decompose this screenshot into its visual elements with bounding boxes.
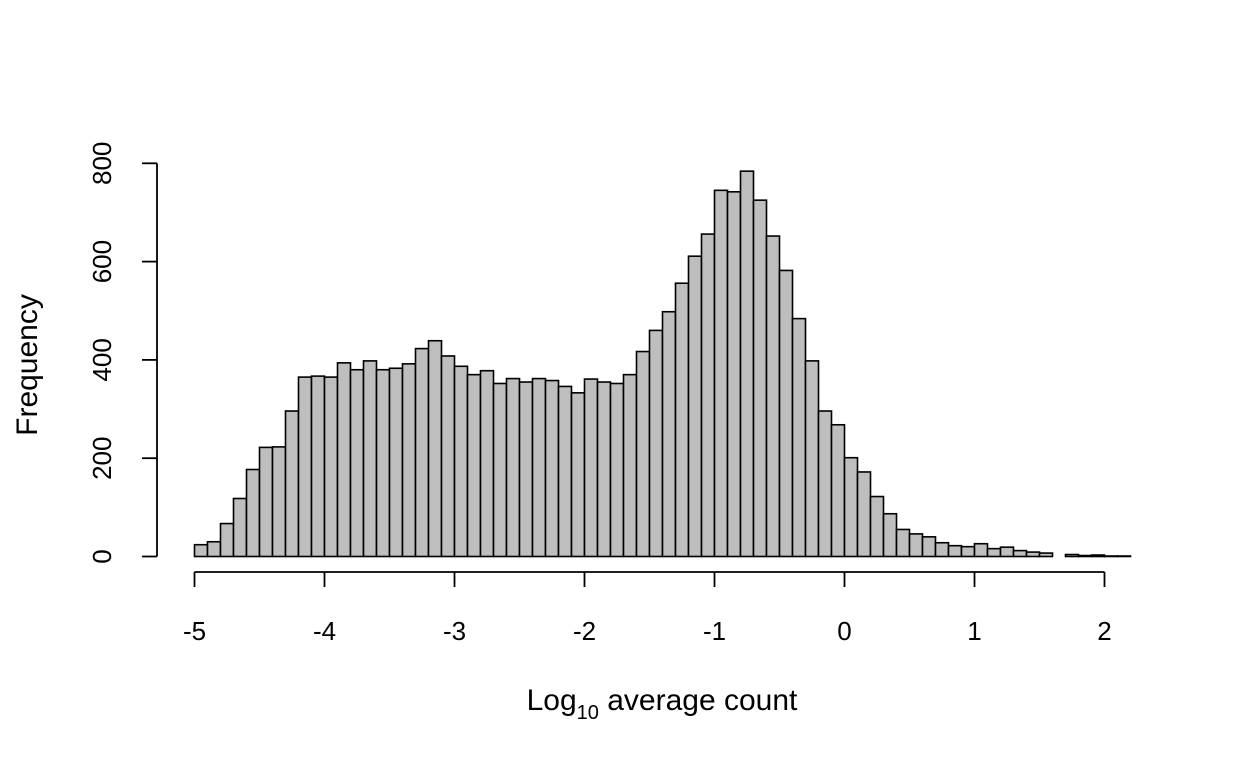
histogram-bar <box>804 360 820 558</box>
histogram-bar <box>388 367 404 558</box>
histogram-bar <box>310 375 326 558</box>
histogram-bar <box>375 368 391 558</box>
y-tick-label: 0 <box>87 549 117 563</box>
x-tick-label: -5 <box>183 616 206 646</box>
histogram-bar <box>778 269 794 558</box>
histogram-bar <box>297 376 313 558</box>
histogram-bar <box>674 282 690 558</box>
histogram-bar <box>492 382 508 558</box>
histogram-bar <box>817 410 833 558</box>
histogram-bar <box>1077 554 1093 558</box>
y-tick-label: 600 <box>87 240 117 283</box>
histogram-bar <box>648 329 664 558</box>
histogram-bar <box>661 310 677 558</box>
histogram-bar <box>635 350 651 558</box>
y-tick-label: 400 <box>87 338 117 381</box>
histogram-bar <box>583 378 599 558</box>
histogram-bar <box>687 255 703 558</box>
histogram-bar <box>1025 551 1041 558</box>
histogram-bar <box>856 471 872 558</box>
histogram-bar <box>1064 553 1080 558</box>
histogram-bar <box>518 381 534 558</box>
histogram-bar <box>765 235 781 558</box>
histogram-bar <box>1090 554 1106 558</box>
histogram-bar <box>947 544 963 558</box>
histogram-bar <box>570 392 586 558</box>
histogram-bar <box>219 522 235 558</box>
histogram-bar <box>791 317 807 558</box>
x-axis-title: Log10 average count <box>527 684 798 724</box>
histogram-bar <box>960 545 976 558</box>
histogram-bar <box>401 363 417 558</box>
histogram-bar <box>752 199 768 558</box>
histogram-bar <box>869 495 885 558</box>
histogram-bar <box>232 497 248 558</box>
histogram-bar <box>193 543 209 558</box>
histogram-bar <box>895 528 911 558</box>
histogram-bar <box>557 385 573 558</box>
histogram-bar <box>362 360 378 558</box>
histogram-bars <box>193 170 1132 558</box>
histogram-bar <box>830 423 846 558</box>
y-axis-title: Frequency <box>11 294 44 436</box>
histogram-bar <box>882 512 898 558</box>
y-tick-label: 200 <box>87 437 117 480</box>
x-tick-label: -1 <box>703 616 726 646</box>
histogram-bar <box>245 468 261 558</box>
histogram-bar <box>739 170 755 558</box>
histogram-bar <box>466 373 482 558</box>
histogram-bar <box>427 339 443 558</box>
histogram-bar <box>479 369 495 558</box>
histogram-bar <box>986 547 1002 558</box>
histogram-bar <box>258 446 274 558</box>
x-axis: -5 -4 -3 -2 -1 0 1 2 <box>183 571 1112 646</box>
histogram-bar <box>349 368 365 558</box>
histogram-bar <box>713 189 729 558</box>
histogram-bar <box>999 546 1015 558</box>
x-tick-label: -4 <box>313 616 336 646</box>
histogram-bar <box>622 373 638 558</box>
x-tick-label: 2 <box>1097 616 1111 646</box>
histogram-bar <box>271 446 287 558</box>
histogram-bar <box>1038 552 1054 558</box>
y-axis: 0 200 400 600 800 <box>87 142 158 564</box>
histogram-bar <box>531 377 547 558</box>
x-tick-label: 0 <box>837 616 851 646</box>
histogram-bar <box>596 381 612 558</box>
histogram-bar <box>609 382 625 558</box>
histogram-bar <box>726 191 742 558</box>
histogram-bar <box>505 377 521 558</box>
x-tick-label: -3 <box>443 616 466 646</box>
histogram-bar <box>284 410 300 558</box>
x-tick-label: -2 <box>573 616 596 646</box>
histogram-bar <box>414 347 430 558</box>
histogram-bar <box>934 541 950 558</box>
x-tick-label: 1 <box>967 616 981 646</box>
histogram-bar <box>206 540 222 558</box>
histogram-bar <box>544 379 560 558</box>
y-tick-label: 800 <box>87 142 117 185</box>
histogram-bar <box>908 533 924 558</box>
histogram-bar <box>1012 549 1028 558</box>
histogram-bar <box>440 355 456 558</box>
histogram-bar <box>336 362 352 558</box>
histogram-bar <box>921 536 937 558</box>
histogram-bar <box>973 542 989 558</box>
histogram-bar <box>453 365 469 558</box>
histogram-bar <box>843 456 859 558</box>
histogram-bar <box>323 376 339 558</box>
histogram-bar <box>700 233 716 558</box>
